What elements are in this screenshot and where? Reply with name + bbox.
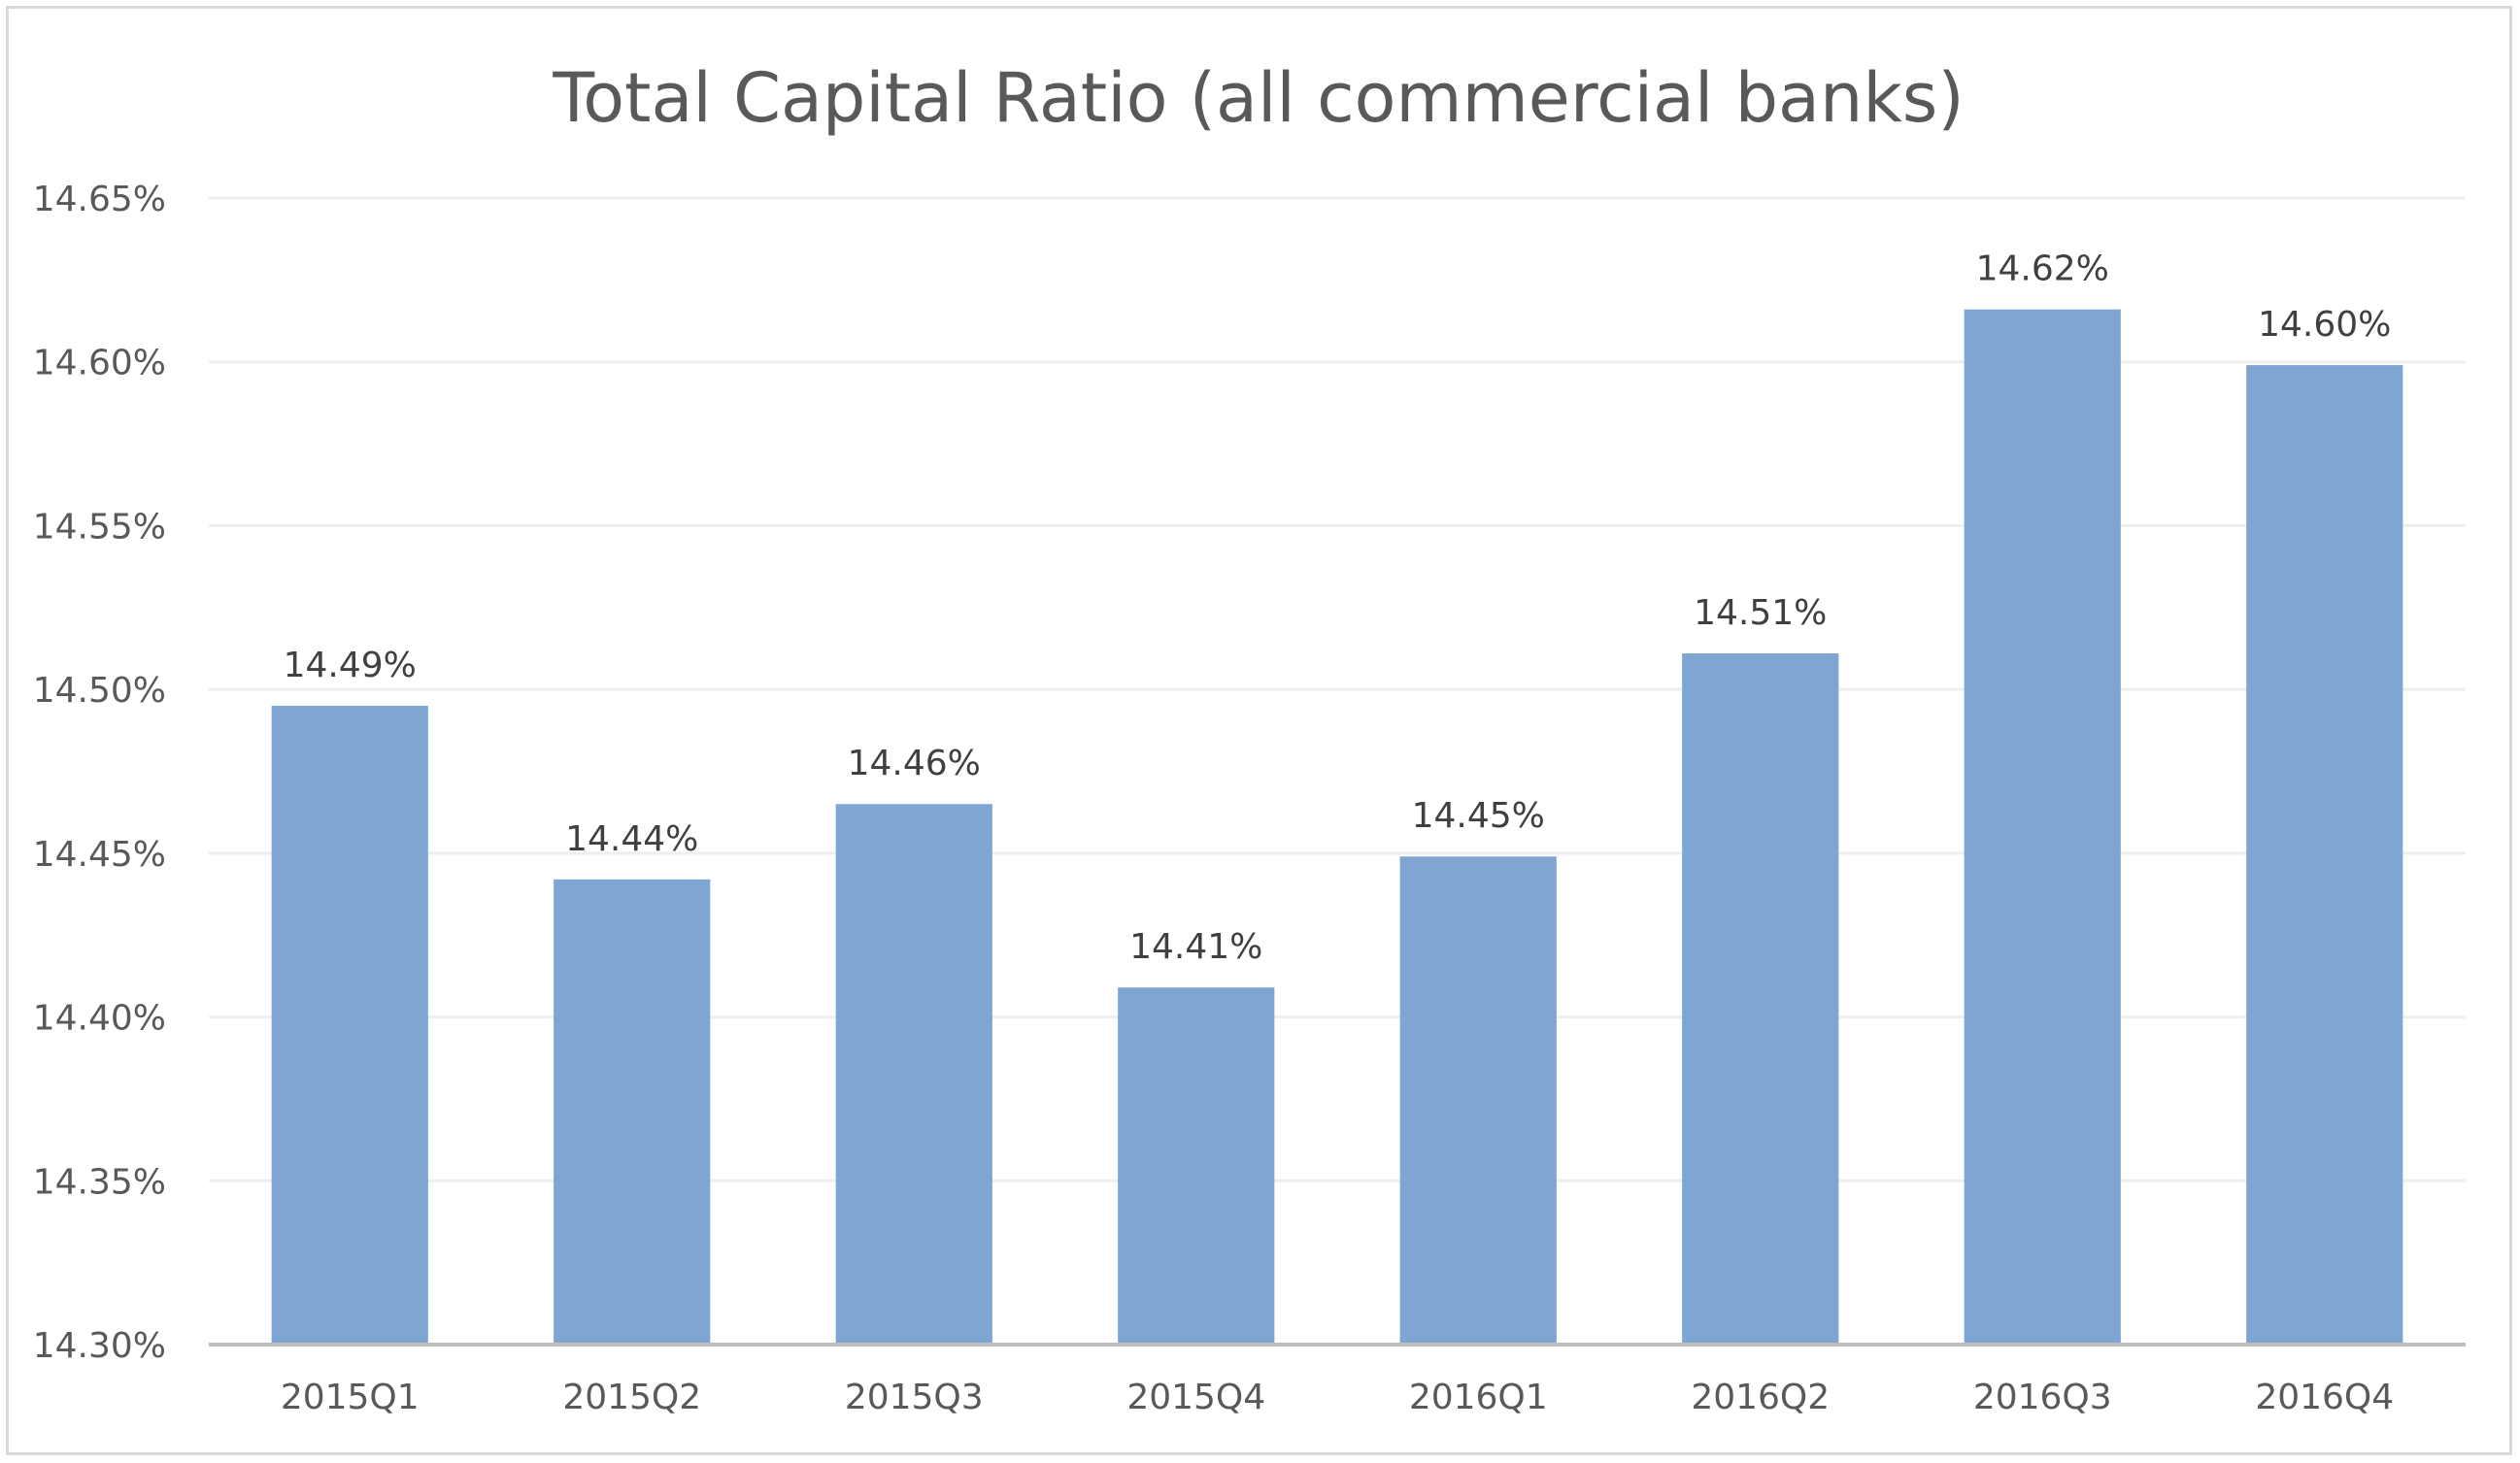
y-tick-label: 14.35% [33,1162,166,1202]
bar [2246,365,2403,1345]
bar [554,879,711,1345]
y-tick-label: 14.40% [33,999,166,1039]
data-label: 14.45% [1412,796,1545,836]
x-tick-label: 2016Q4 [2255,1378,2394,1417]
data-label: 14.60% [2258,305,2391,345]
x-tick-label: 2015Q2 [562,1378,701,1417]
bar [1964,309,2121,1345]
x-tick-label: 2015Q3 [845,1378,984,1417]
bar [1118,987,1275,1345]
data-label: 14.49% [284,646,417,685]
data-label: 14.51% [1694,593,1827,633]
y-tick-label: 14.45% [33,835,166,875]
x-tick-label: 2016Q1 [1409,1378,1548,1417]
x-tick-label: 2016Q3 [1973,1378,2112,1417]
y-tick-label: 14.60% [33,344,166,383]
bar [1682,653,1839,1345]
y-tick-label: 14.65% [33,180,166,219]
data-label: 14.41% [1129,927,1262,967]
bar [1399,856,1557,1345]
y-tick-label: 14.50% [33,671,166,711]
gridlines [209,196,2466,1182]
bars [271,309,2403,1345]
bar [835,804,992,1345]
chart-frame: Total Capital Ratio (all commercial bank… [6,6,2512,1455]
y-tick-label: 14.55% [33,507,166,547]
bar-chart: Total Capital Ratio (all commercial bank… [33,58,2466,1417]
x-tick-label: 2016Q2 [1691,1378,1830,1417]
data-label: 14.62% [1976,249,2109,289]
y-tick-label: 14.30% [33,1326,166,1366]
data-label: 14.46% [848,744,981,783]
bar [271,706,428,1345]
x-tick-label: 2015Q1 [281,1378,420,1417]
x-tick-label: 2015Q4 [1126,1378,1265,1417]
data-labels: 14.49% 14.44% 14.46% 14.41% 14.45% 14.51% 14.6… [284,249,2392,967]
data-label: 14.44% [565,819,698,859]
chart-title: Total Capital Ratio (all commercial bank… [552,58,1964,138]
axes: 14.30% 14.35% 14.40% 14.45% 14.50% 14.55% 14.6… [33,180,2466,1417]
